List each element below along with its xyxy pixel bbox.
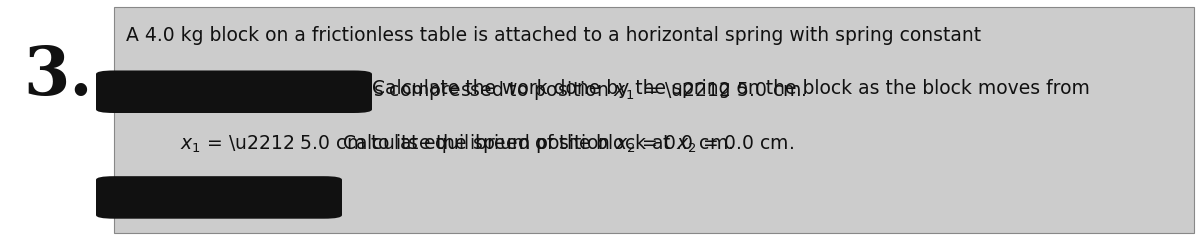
Text: $x_1$ = \u2212 5.0 cm to its equilibrium position $x_2$ = 0.0 cm.: $x_1$ = \u2212 5.0 cm to its equilibrium… — [180, 132, 733, 156]
FancyBboxPatch shape — [114, 7, 1194, 233]
FancyBboxPatch shape — [96, 176, 342, 219]
FancyBboxPatch shape — [96, 70, 372, 113]
Text: $k$ = 430 N/m.  The spring is compressed to position $x_1\,$ = \u2212 5.0 cm.: $k$ = 430 N/m. The spring is compressed … — [126, 79, 806, 102]
Text: 3.: 3. — [23, 44, 92, 109]
Text: Calculate the work done by the spring on the block as the block moves from: Calculate the work done by the spring on… — [372, 79, 1090, 98]
Text: Calculate the speed of the block at $x_2$ = 0.0 cm.: Calculate the speed of the block at $x_2… — [342, 132, 794, 156]
Text: A 4.0 kg block on a frictionless table is attached to a horizontal spring with s: A 4.0 kg block on a frictionless table i… — [126, 26, 982, 44]
